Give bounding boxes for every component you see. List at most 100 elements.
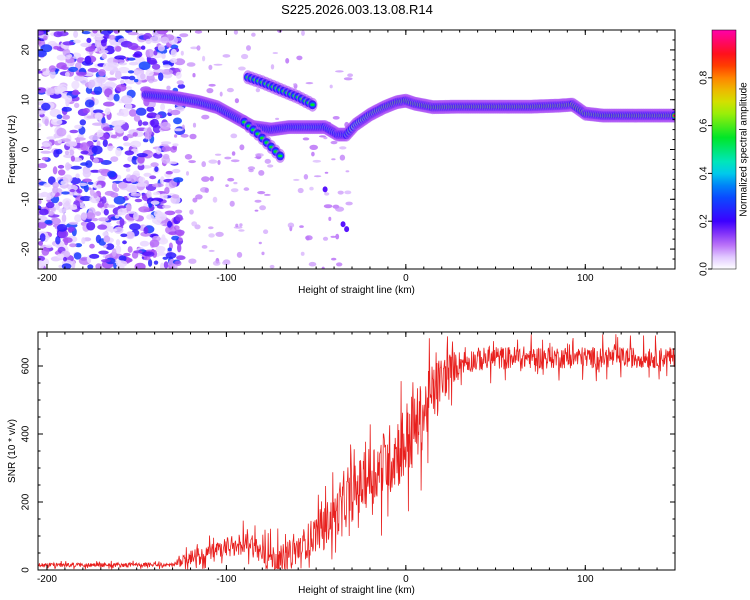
noise-cell [339,146,347,150]
noise-cell [94,40,102,48]
noise-cell [38,163,48,169]
noise-cell [222,54,231,58]
noise-cell [61,191,70,195]
noise-cell [188,160,196,164]
noise-cell [74,137,86,141]
noise-cell [60,138,71,143]
noise-cell [101,259,111,263]
noise-cell [56,62,67,70]
noise-cell [101,39,107,47]
noise-cell [45,244,53,249]
noise-cell [160,141,172,145]
noise-cell [331,158,336,161]
noise-cell [217,160,221,165]
noise-cell [38,221,47,229]
noise-cell [160,36,169,44]
noise-cell [180,50,184,56]
noise-cell [208,83,216,87]
noise-cell [81,30,91,35]
noise-cell [84,99,95,108]
noise-cell [117,66,130,74]
noise-cell [155,114,161,120]
noise-cell [88,79,96,88]
noise-cell [161,68,174,75]
noise-cell [62,48,71,57]
noise-cell [172,145,178,151]
noise-cell [305,235,313,241]
noise-cell [38,70,43,74]
noise-cell [45,201,55,209]
noise-cell [38,30,45,36]
noise-cell [215,231,224,237]
noise-cell [96,78,106,84]
noise-cell [335,233,340,240]
noise-cell [275,117,280,120]
noise-cell [138,176,146,183]
noise-cell [214,153,222,156]
noise-cell [227,177,235,182]
noise-cell [70,177,81,185]
noise-cell [38,87,47,93]
noise-cell [136,153,148,158]
noise-cell [115,260,128,268]
noise-cell [143,172,152,177]
noise-cell [98,250,109,255]
spectrogram-plot-area [38,30,675,269]
noise-cell [53,45,60,50]
noise-cell [175,71,182,79]
noise-cell [143,256,151,261]
noise-cell [80,42,92,48]
noise-cell [108,34,116,40]
noise-cell [133,212,139,221]
noise-cell [296,55,303,61]
noise-cell [63,237,69,246]
noise-cell [335,206,345,212]
noise-cell [76,188,83,194]
noise-cell [150,162,159,168]
noise-cell [196,45,201,51]
noise-cell [101,196,107,204]
figure-title: S225.2026.003.13.08.R14 [281,2,433,17]
noise-cell [41,156,49,161]
noise-cell [167,247,172,252]
noise-cell [347,73,353,77]
noise-cell [107,77,118,81]
noise-cell [78,182,88,187]
noise-cell [230,159,240,163]
ridge-cell [672,114,675,117]
noise-cell [38,260,45,269]
snr-y-tick-label: 400 [21,425,32,442]
noise-cell [176,80,184,85]
noise-cell [236,251,243,258]
noise-cell [62,174,73,183]
noise-cell [331,257,337,261]
noise-cell [143,251,155,257]
noise-cell [178,237,183,242]
noise-cell [142,121,149,126]
noise-cell [89,154,94,160]
noise-cell [124,103,133,110]
noise-cell [58,208,67,214]
noise-cell [261,251,265,256]
noise-cell [159,193,168,200]
noise-cell [56,224,68,232]
noise-cell [101,53,108,60]
noise-cell [204,187,209,193]
noise-cell [121,95,133,104]
noise-cell [115,84,127,92]
colorbar: 0.0 0.2 0.4 0.6 0.8 Normalized spectral ampli… [699,29,750,276]
noise-cell [258,241,262,245]
noise-cell [71,80,80,90]
noise-cell [186,62,196,67]
noise-cell [264,158,271,164]
noise-cell [246,45,251,51]
noise-cell [156,252,167,256]
noise-cell [148,259,153,267]
noise-cell [270,64,275,70]
noise-cell [38,122,42,128]
snr-series-line [38,334,675,570]
snr-x-tick-label: 0 [403,574,409,585]
noise-cell [201,161,206,168]
noise-cell [161,146,172,152]
